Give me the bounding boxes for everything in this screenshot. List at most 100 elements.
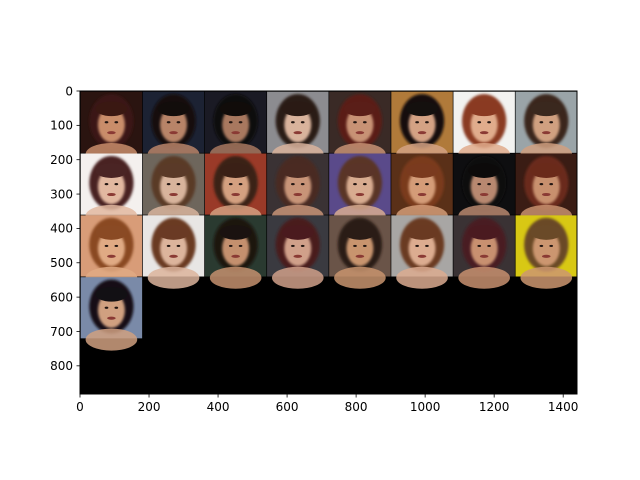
eye-right	[362, 121, 367, 124]
fringe-shape	[95, 163, 128, 178]
shoulders-shape	[85, 328, 138, 351]
mouth	[417, 131, 427, 135]
mouth	[355, 254, 365, 258]
x-tick-label: 1200	[479, 400, 510, 414]
x-tick-label: 800	[345, 400, 368, 414]
eye-right	[114, 244, 119, 248]
eye-left	[539, 182, 544, 186]
shoulders-shape	[271, 266, 324, 289]
face-shape	[346, 230, 374, 267]
x-axis: 0 200 400 600 800 1000 1200 1400	[76, 394, 578, 414]
mouth	[541, 254, 551, 258]
x-tick-label: 600	[276, 400, 299, 414]
face-image-4	[267, 91, 329, 166]
mouth	[231, 254, 240, 258]
shoulders-shape	[396, 266, 448, 289]
face-shape	[408, 168, 436, 205]
fringe-shape	[95, 101, 128, 117]
eye-right	[425, 121, 429, 124]
y-tick-label: 100	[50, 119, 73, 133]
fringe-shape	[406, 163, 439, 178]
mouth	[417, 254, 427, 258]
face-shape	[222, 168, 250, 205]
fringe-shape	[343, 163, 376, 178]
y-tick-label: 700	[50, 325, 73, 339]
eye-right	[176, 121, 181, 124]
eye-left	[104, 121, 109, 124]
face-image-7	[453, 91, 515, 166]
fringe-shape	[95, 286, 128, 302]
fringe-shape	[343, 225, 376, 240]
x-tick-label: 0	[76, 400, 84, 414]
face-shape	[470, 168, 498, 205]
fringe-shape	[406, 225, 439, 240]
face-shape	[160, 230, 188, 267]
mouth	[107, 254, 116, 258]
eye-right	[425, 244, 429, 248]
mouth	[355, 131, 365, 135]
eye-left	[104, 182, 109, 186]
mouth	[293, 192, 303, 197]
face-image-24	[515, 215, 577, 289]
fringe-shape	[468, 101, 501, 117]
x-tick-label: 200	[138, 400, 161, 414]
y-tick-label: 800	[50, 359, 73, 373]
shoulders-shape	[458, 266, 510, 289]
fringe-shape	[530, 101, 563, 117]
eye-right	[176, 182, 181, 186]
fringe-shape	[468, 163, 501, 178]
shoulders-shape	[520, 266, 573, 289]
eye-right	[300, 244, 305, 248]
eye-right	[300, 121, 305, 124]
eye-left	[477, 121, 482, 124]
face-image-18	[142, 215, 205, 289]
eye-left	[228, 121, 233, 124]
face-shape	[97, 106, 125, 143]
face-image-21	[329, 215, 391, 289]
face-shape	[346, 106, 374, 143]
face-image-22	[391, 215, 453, 289]
y-axis: 0 100 200 300 400 500 600 700 800	[50, 84, 80, 373]
face-shape	[284, 168, 312, 205]
y-tick-label: 400	[50, 222, 73, 236]
face-shape	[408, 230, 436, 267]
face-shape	[346, 168, 374, 205]
eye-right	[300, 182, 305, 186]
mouth	[231, 131, 240, 135]
eye-left	[166, 182, 171, 186]
mouth	[479, 192, 489, 197]
face-shape	[408, 106, 436, 143]
eye-left	[228, 182, 233, 186]
eye-left	[104, 306, 109, 309]
face-image-25	[80, 277, 143, 351]
eye-right	[487, 121, 491, 124]
eye-left	[291, 121, 295, 124]
y-tick-label: 200	[50, 153, 73, 167]
eye-right	[425, 182, 429, 186]
eye-left	[539, 244, 544, 248]
eye-right	[114, 182, 119, 186]
eye-right	[487, 182, 491, 186]
face-shape	[97, 292, 125, 328]
eye-right	[238, 182, 243, 186]
face-image-23	[453, 215, 515, 289]
eye-right	[176, 244, 181, 248]
shoulders-shape	[147, 266, 200, 289]
face-shape	[284, 106, 312, 143]
face-shape	[284, 230, 312, 267]
face-shape	[222, 106, 250, 143]
eye-left	[166, 121, 171, 124]
fringe-shape	[219, 163, 252, 178]
eye-left	[415, 244, 419, 248]
shoulders-shape	[209, 266, 262, 289]
fringe-shape	[468, 225, 501, 240]
fringe-shape	[281, 163, 314, 178]
fringe-shape	[406, 101, 439, 117]
face-image-13	[329, 153, 391, 227]
fringe-shape	[157, 225, 190, 240]
fringe-shape	[219, 225, 252, 240]
eye-left	[477, 182, 482, 186]
eye-right	[549, 244, 554, 248]
face-shape	[222, 230, 250, 267]
